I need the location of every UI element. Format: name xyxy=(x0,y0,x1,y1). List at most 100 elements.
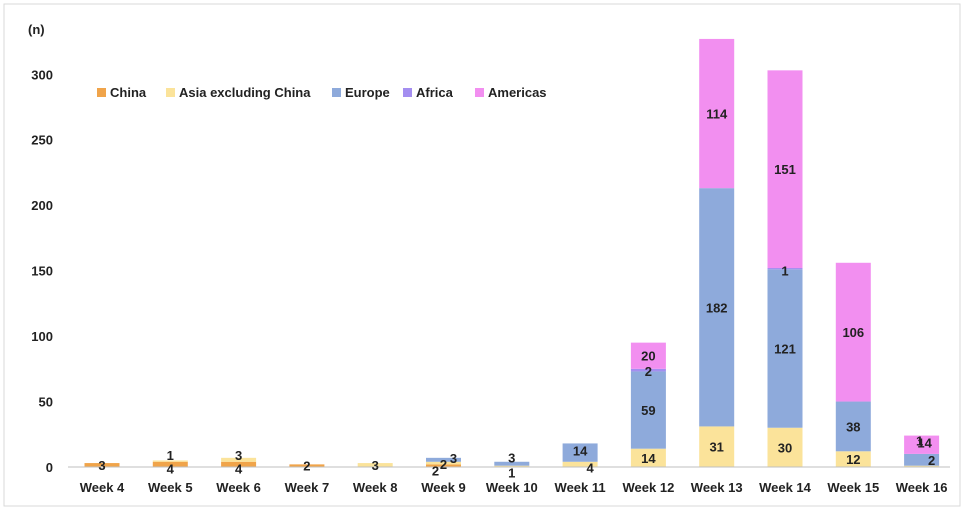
y-tick-0: 0 xyxy=(46,460,53,475)
bar-week-15-americas xyxy=(835,262,871,402)
bar-week-12-europe xyxy=(630,371,666,449)
data-label-week-5-asia-excluding-china: 1 xyxy=(167,448,174,463)
legend: China Asia excluding China Europe Africa Ame… xyxy=(97,85,547,100)
bar-week-14-africa xyxy=(767,268,803,270)
bar-week-15-europe xyxy=(835,401,871,452)
bar-week-12-asia-excluding-china xyxy=(630,448,666,467)
data-label-week-14-asia-excluding-china: 30 xyxy=(778,440,792,455)
data-label-week-12-africa: 2 xyxy=(645,364,652,379)
bar-week-12-africa xyxy=(630,368,666,372)
y-axis-label: (n) xyxy=(28,22,45,37)
bar-week-11-europe xyxy=(562,443,598,462)
data-label-week-9-china: 2 xyxy=(432,464,439,479)
x-tick-week-10: Week 10 xyxy=(486,480,538,495)
x-tick-week-11: Week 11 xyxy=(555,480,606,495)
y-tick-100: 100 xyxy=(31,329,53,344)
y-tick-200: 200 xyxy=(31,198,53,213)
bar-week-10-europe xyxy=(494,461,530,466)
data-label-week-16-americas: 14 xyxy=(917,435,932,450)
bar-week-9-asia-excluding-china xyxy=(426,461,461,465)
x-tick-week-4: Week 4 xyxy=(80,480,125,495)
y-axis-ticks: 0 50 100 150 200 250 300 xyxy=(31,67,53,475)
legend-swatch-china xyxy=(97,88,106,97)
bar-week-13-europe xyxy=(699,188,735,427)
x-axis-ticks: Week 4 Week 5 Week 6 Week 7 Week 8 Week 9 Week… xyxy=(80,480,948,495)
data-label-week-10-asia-excluding-china: 1 xyxy=(508,465,515,480)
data-label-week-13-asia-excluding-china: 31 xyxy=(709,440,723,455)
x-tick-week-13: Week 13 xyxy=(691,480,743,495)
data-label-week-14-africa: 1 xyxy=(781,264,788,279)
x-tick-week-8: Week 8 xyxy=(353,480,398,495)
bar-week-16-americas xyxy=(904,435,940,454)
data-label-week-5-china: 4 xyxy=(167,461,175,476)
data-label-week-14-americas: 151 xyxy=(774,162,796,177)
y-tick-300: 300 xyxy=(31,67,53,82)
data-label-week-6-asia-excluding-china: 3 xyxy=(235,448,242,463)
bar-week-4-china xyxy=(84,463,120,467)
x-tick-week-5: Week 5 xyxy=(148,480,193,495)
data-label-week-15-americas: 106 xyxy=(842,325,864,340)
bars xyxy=(84,38,940,467)
data-label-week-15-asia-excluding-china: 12 xyxy=(846,452,860,467)
bar-week-6-china xyxy=(221,461,257,467)
bar-week-8-asia-excluding-china xyxy=(357,463,393,467)
data-label-week-12-americas: 20 xyxy=(641,349,655,364)
bar-week-10-asia-excluding-china xyxy=(494,465,530,467)
data-label-week-15-europe: 38 xyxy=(846,419,860,434)
data-label-week-11-asia-excluding-china: 4 xyxy=(586,460,594,475)
y-tick-150: 150 xyxy=(31,264,53,279)
x-tick-week-16: Week 16 xyxy=(896,480,948,495)
bar-week-14-europe xyxy=(767,269,803,428)
y-tick-50: 50 xyxy=(39,395,53,410)
data-label-week-8-asia-excluding-china: 3 xyxy=(372,458,379,473)
legend-swatch-europe xyxy=(332,88,341,97)
legend-label-africa: Africa xyxy=(416,85,454,100)
x-tick-week-9: Week 9 xyxy=(421,480,466,495)
bar-week-15-asia-excluding-china xyxy=(835,451,871,467)
data-label-week-12-asia-excluding-china: 14 xyxy=(641,451,656,466)
bar-week-13-americas xyxy=(699,38,735,189)
bar-week-5-china xyxy=(152,461,188,467)
legend-label-china: China xyxy=(110,85,147,100)
legend-label-asia-excluding-china: Asia excluding China xyxy=(179,85,311,100)
data-label-week-13-europe: 182 xyxy=(706,300,728,315)
data-label-week-7-china: 2 xyxy=(303,459,310,474)
bar-week-12-americas xyxy=(630,342,666,369)
bar-week-6-asia-excluding-china xyxy=(221,457,257,462)
bar-week-16-europe xyxy=(904,453,940,466)
x-tick-week-7: Week 7 xyxy=(285,480,330,495)
data-label-week-6-china: 4 xyxy=(235,461,243,476)
bar-week-7-china xyxy=(289,464,325,467)
chart-border xyxy=(3,3,961,507)
x-tick-week-15: Week 15 xyxy=(827,480,879,495)
data-label-week-9-europe: 3 xyxy=(450,451,457,466)
legend-label-americas: Americas xyxy=(488,85,547,100)
bar-week-5-asia-excluding-china xyxy=(152,460,188,462)
data-label-week-10-europe: 3 xyxy=(508,451,515,466)
x-tick-week-12: Week 12 xyxy=(623,480,675,495)
data-label-week-13-americas: 114 xyxy=(706,107,728,122)
data-label-week-11-europe: 14 xyxy=(573,444,588,459)
bar-week-9-europe xyxy=(426,457,461,462)
data-label-week-16-europe: 2 xyxy=(928,453,935,468)
data-label-week-4-china: 3 xyxy=(98,458,105,473)
bar-week-9-china xyxy=(426,464,461,467)
legend-swatch-asia-excluding-china xyxy=(166,88,175,97)
legend-label-europe: Europe xyxy=(345,85,390,100)
legend-swatch-americas xyxy=(475,88,484,97)
y-tick-250: 250 xyxy=(31,133,53,148)
x-tick-week-6: Week 6 xyxy=(216,480,261,495)
bar-week-14-americas xyxy=(767,70,803,269)
bar-week-14-asia-excluding-china xyxy=(767,427,803,467)
legend-swatch-africa xyxy=(403,88,412,97)
data-label-week-14-europe: 121 xyxy=(774,342,796,357)
bar-week-11-asia-excluding-china xyxy=(562,461,598,467)
data-label-week-16-asia-excluding-china: 1 xyxy=(916,433,923,448)
x-tick-week-14: Week 14 xyxy=(759,480,812,495)
bar-week-16-asia-excluding-china xyxy=(904,465,940,467)
data-label-week-12-europe: 59 xyxy=(641,403,655,418)
